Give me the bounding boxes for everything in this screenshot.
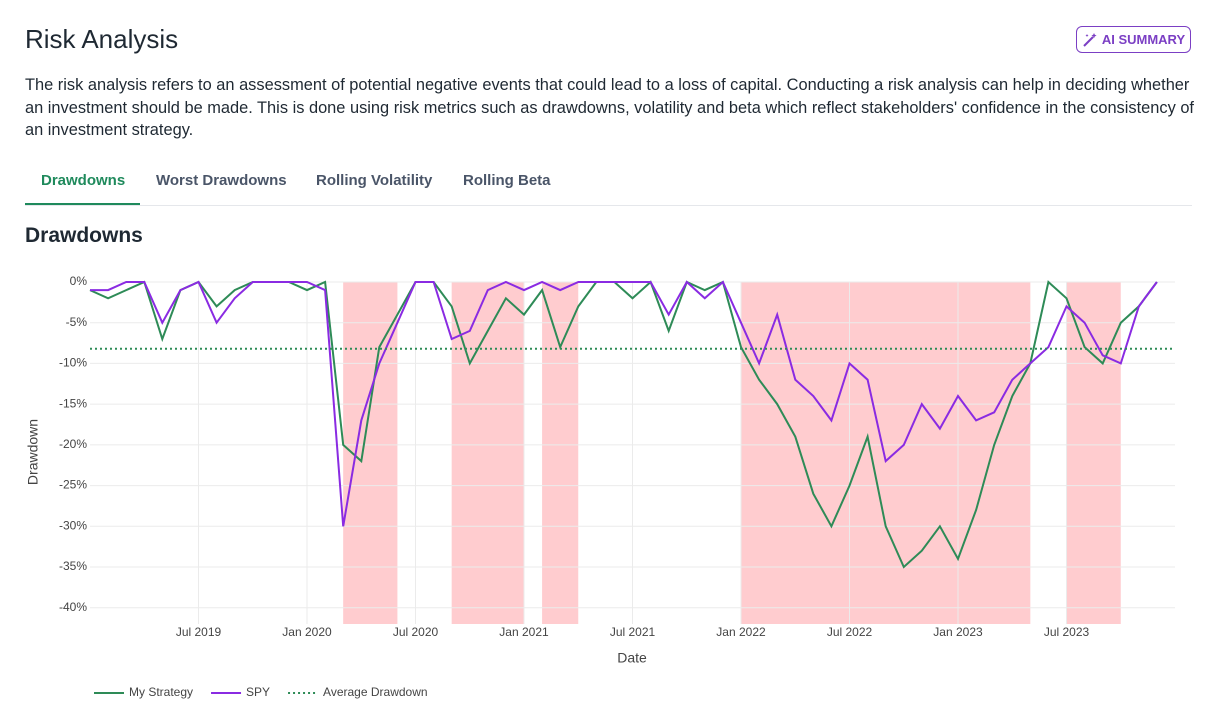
y-tick-label: 0% <box>70 274 88 288</box>
legend-label: My Strategy <box>129 685 193 699</box>
chart-title: Drawdowns <box>25 224 143 247</box>
y-axis-label: Drawdown <box>25 419 41 485</box>
tab[interactable]: Rolling Volatility <box>316 172 433 189</box>
page-title: Risk Analysis <box>25 24 179 54</box>
x-tick-label: Jan 2022 <box>716 625 766 639</box>
x-tick-label: Jul 2019 <box>176 625 222 639</box>
tab-divider <box>25 205 1192 206</box>
y-tick-label: -15% <box>59 396 87 410</box>
x-tick-label: Jan 2020 <box>282 625 332 639</box>
tab[interactable]: Drawdowns <box>41 172 126 189</box>
button-label: AI SUMMARY <box>1101 32 1186 47</box>
tab[interactable]: Worst Drawdowns <box>156 172 287 189</box>
x-axis-label: Date <box>617 650 647 666</box>
y-tick-label: -25% <box>59 478 87 492</box>
y-tick-label: -20% <box>59 437 87 451</box>
legend-label: Average Drawdown <box>323 685 428 699</box>
legend-label: SPY <box>246 685 270 699</box>
x-tick-label: Jul 2021 <box>610 625 656 639</box>
x-tick-label: Jan 2023 <box>933 625 983 639</box>
x-tick-label: Jul 2023 <box>1044 625 1090 639</box>
y-tick-label: -10% <box>59 356 87 370</box>
drawdown-period <box>1066 282 1121 624</box>
description: The risk analysis refers to an assessmen… <box>25 76 1194 139</box>
y-tick-label: -40% <box>59 600 87 614</box>
tab[interactable]: Rolling Beta <box>463 172 551 189</box>
wand-icon <box>1083 32 1097 47</box>
ai-summary-button[interactable]: AI SUMMARY <box>1076 26 1191 53</box>
x-tick-label: Jan 2021 <box>499 625 549 639</box>
series-line <box>90 280 1158 527</box>
drawdown-period <box>741 282 1031 624</box>
drawdown-period <box>542 282 579 624</box>
active-tab-indicator <box>25 203 140 205</box>
y-tick-label: -35% <box>59 559 87 573</box>
x-tick-label: Jul 2022 <box>827 625 873 639</box>
y-tick-label: -5% <box>66 315 88 329</box>
y-tick-label: -30% <box>59 518 87 532</box>
x-tick-label: Jul 2020 <box>393 625 439 639</box>
